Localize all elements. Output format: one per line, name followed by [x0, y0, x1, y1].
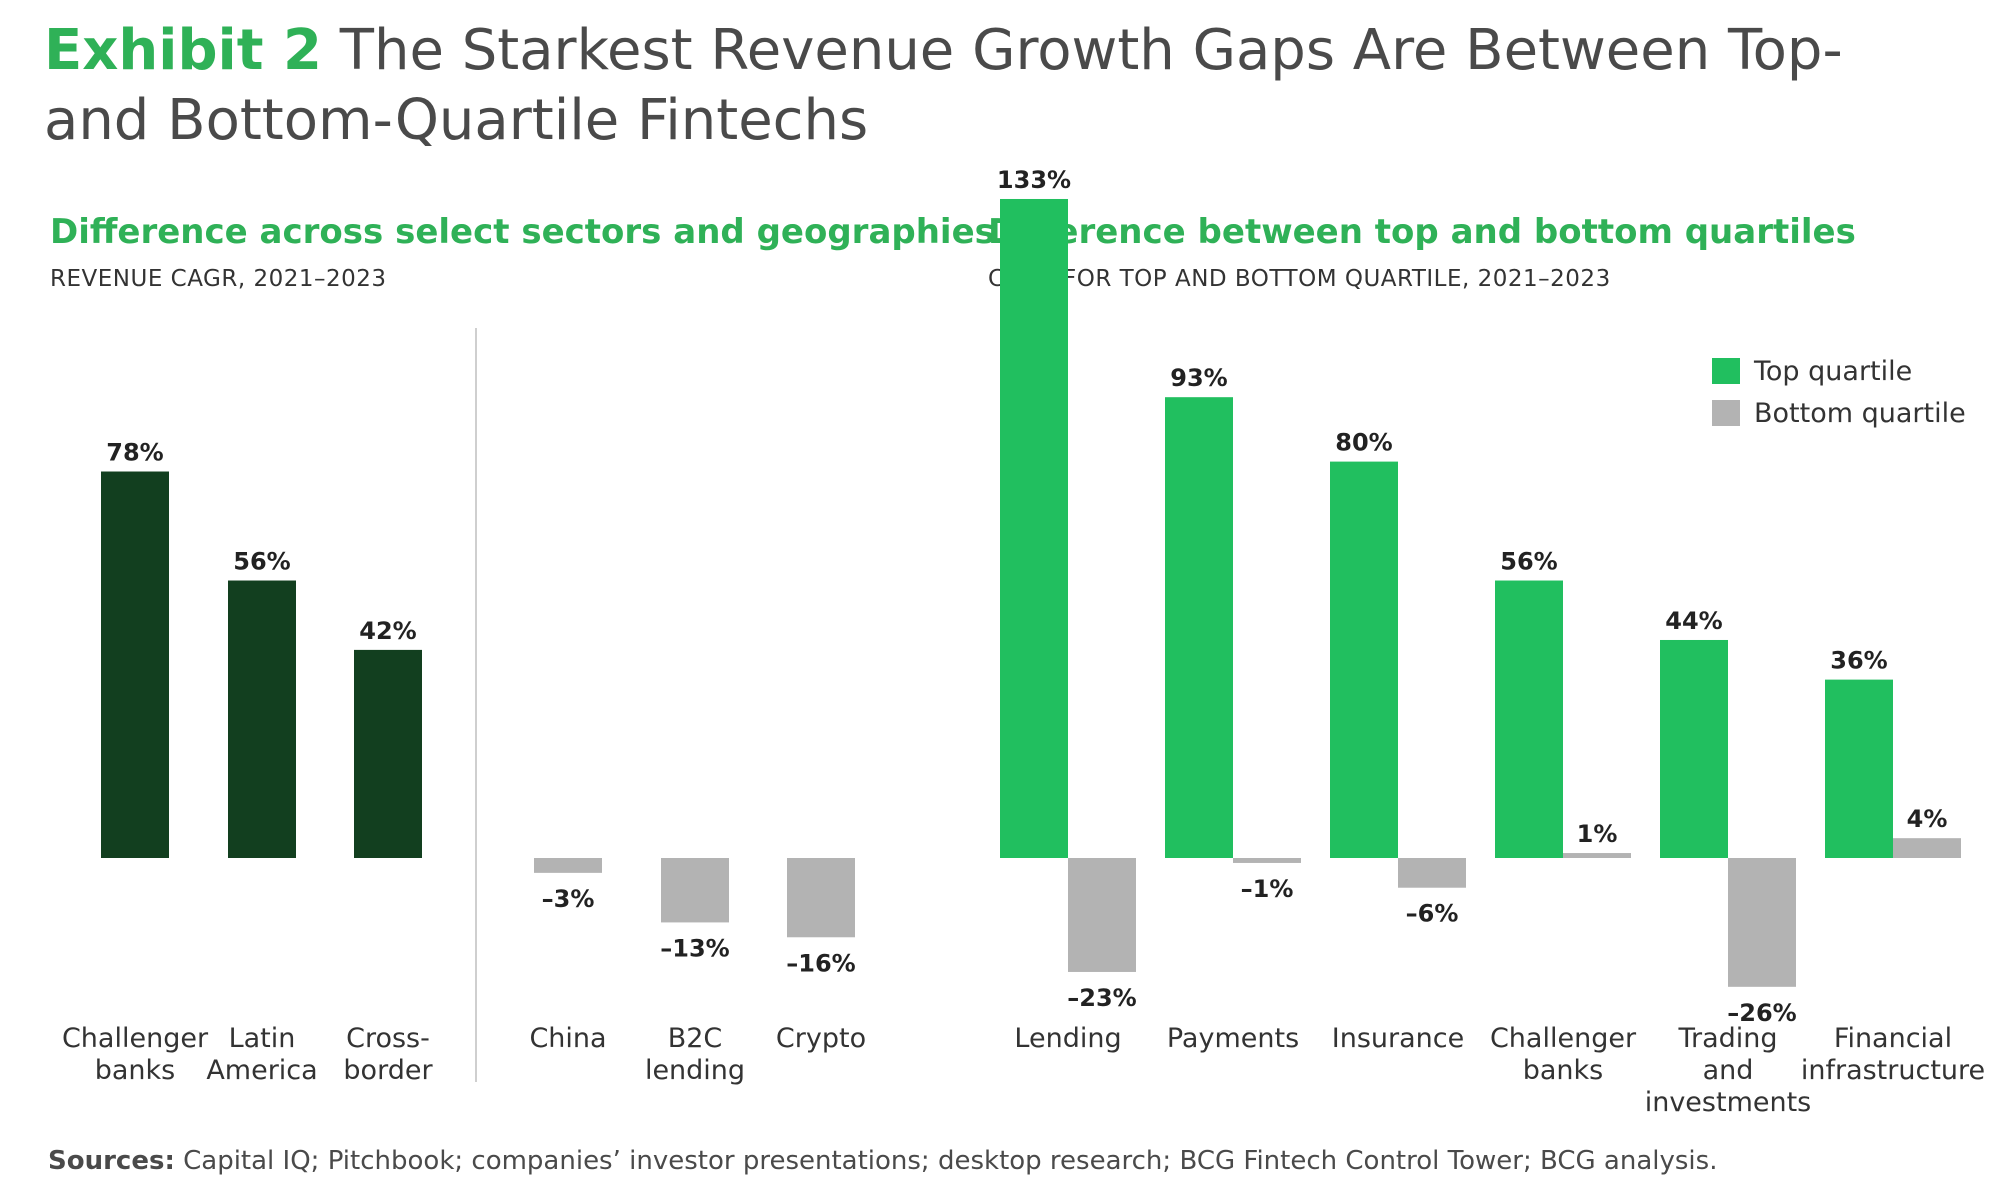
bottom-quartile-value-label: –6% — [1406, 900, 1459, 928]
right-category-label: Financial — [1834, 1023, 1952, 1054]
left-category-label: border — [343, 1055, 433, 1086]
left-chart-caption: REVENUE CAGR, 2021–2023 — [50, 266, 387, 292]
left-category-label: Challenger — [62, 1023, 209, 1054]
legend-swatch — [1712, 400, 1740, 426]
legend-swatch — [1712, 358, 1740, 384]
bottom-quartile-value-label: 4% — [1907, 805, 1948, 833]
top-quartile-bar — [1495, 580, 1563, 858]
legend-label: Top quartile — [1753, 356, 1912, 387]
bottom-quartile-bar — [1398, 858, 1466, 888]
sources-note: Sources: Capital IQ; Pitchbook; companie… — [48, 1146, 1717, 1176]
left-category-label: Crypto — [776, 1023, 866, 1054]
exhibit-title: The Starkest Revenue Growth Gaps Are Bet… — [44, 18, 1843, 153]
bottom-quartile-value-label: –26% — [1727, 999, 1796, 1027]
left-bar — [101, 471, 169, 858]
top-quartile-value-label: 133% — [997, 166, 1071, 194]
right-category-label: Insurance — [1332, 1023, 1464, 1054]
top-quartile-value-label: 80% — [1335, 429, 1392, 457]
top-quartile-bar — [1165, 397, 1233, 858]
left-value-label: 78% — [106, 439, 163, 467]
top-quartile-value-label: 93% — [1170, 364, 1227, 392]
page-title: Exhibit 2 The Starkest Revenue Growth Ga… — [44, 16, 1944, 156]
top-quartile-bar — [1825, 679, 1893, 858]
right-category-label: banks — [1523, 1055, 1604, 1086]
right-category-label: Trading — [1677, 1023, 1777, 1054]
top-quartile-bar — [1660, 639, 1728, 858]
left-category-label: Cross- — [346, 1023, 430, 1054]
right-chart-heading: Difference between top and bottom quarti… — [988, 212, 1856, 252]
left-category-label: America — [206, 1055, 317, 1086]
left-chart-heading: Difference across select sectors and geo… — [50, 212, 995, 252]
right-category-label: infrastructure — [1801, 1055, 1985, 1086]
top-quartile-value-label: 56% — [1500, 548, 1557, 576]
left-bar — [354, 649, 422, 858]
bottom-quartile-bar — [1893, 838, 1961, 858]
bottom-quartile-value-label: –1% — [1241, 875, 1294, 903]
left-bar — [534, 858, 602, 873]
left-category-label: Latin — [229, 1023, 296, 1054]
legend-label: Bottom quartile — [1754, 398, 1966, 429]
left-bar — [661, 858, 729, 923]
bottom-quartile-bar — [1563, 853, 1631, 858]
left-value-label: –3% — [542, 885, 595, 913]
top-quartile-value-label: 36% — [1830, 647, 1887, 675]
left-category-label: B2C — [668, 1023, 723, 1054]
right-category-label: Challenger — [1490, 1023, 1637, 1054]
left-value-label: 42% — [359, 617, 416, 645]
left-value-label: 56% — [233, 548, 290, 576]
bottom-quartile-bar — [1233, 858, 1301, 863]
bottom-quartile-value-label: 1% — [1577, 820, 1618, 848]
bottom-quartile-bar — [1068, 858, 1136, 972]
left-category-label: lending — [645, 1055, 745, 1086]
left-bar — [228, 580, 296, 858]
legend: Top quartile Bottom quartile — [1712, 356, 1966, 429]
right-bar-chart: 133% –23% Lending 93% –1% Payments 80% –6% Insur… — [997, 166, 1985, 1118]
top-quartile-value-label: 44% — [1665, 607, 1722, 635]
left-bar — [787, 858, 855, 938]
left-category-label: banks — [95, 1055, 176, 1086]
bottom-quartile-bar — [1728, 858, 1796, 987]
sources-label: Sources: — [48, 1146, 175, 1176]
sources-text: Capital IQ; Pitchbook; companies’ invest… — [183, 1146, 1718, 1176]
left-value-label: –16% — [786, 949, 855, 977]
left-category-label: China — [529, 1023, 606, 1054]
left-value-label: –13% — [660, 934, 729, 962]
right-category-label: and — [1703, 1055, 1754, 1086]
bottom-quartile-value-label: –23% — [1067, 984, 1136, 1012]
right-chart-caption: CAGR FOR TOP AND BOTTOM QUARTILE, 2021–2… — [988, 266, 1611, 292]
top-quartile-bar — [1330, 461, 1398, 858]
right-category-label: investments — [1645, 1087, 1812, 1118]
right-category-label: Lending — [1014, 1023, 1121, 1054]
exhibit-number: Exhibit 2 — [44, 18, 322, 83]
right-category-label: Payments — [1167, 1023, 1299, 1054]
top-quartile-bar — [1000, 198, 1068, 859]
